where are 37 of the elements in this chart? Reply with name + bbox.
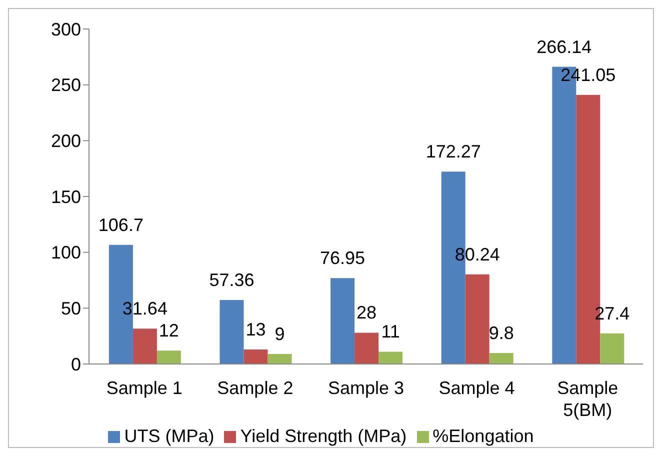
y-tick-label: 50 — [60, 298, 81, 319]
x-tick-label: Sample 4 — [438, 378, 515, 398]
bar — [354, 332, 379, 364]
y-tick-label: 150 — [50, 186, 81, 207]
y-tick-label: 250 — [50, 75, 81, 96]
x-tick-label: Sample 1 — [106, 378, 182, 398]
bar — [600, 333, 624, 364]
y-tick-label: 100 — [50, 242, 81, 263]
bar — [244, 349, 268, 364]
bar — [220, 300, 244, 364]
bar — [489, 353, 514, 364]
x-tick-label: Sample 2 — [217, 378, 294, 398]
bar — [330, 278, 355, 364]
bar — [132, 328, 157, 364]
legend-label: UTS (MPa) — [124, 426, 214, 446]
bar — [465, 274, 490, 364]
y-tick-label: 200 — [50, 131, 81, 152]
y-tick-label: 300 — [50, 19, 81, 40]
x-tick-label: Sample 5(BM) — [557, 378, 618, 420]
data-label: 57.36 — [209, 270, 254, 290]
data-label: 11 — [381, 322, 400, 342]
bar — [156, 350, 181, 364]
legend-label: Yield Strength (MPa) — [240, 426, 407, 446]
legend-label: %Elongation — [432, 426, 534, 446]
data-label: 172.27 — [426, 142, 481, 162]
data-label: 28 — [356, 302, 377, 323]
data-label: 12 — [158, 320, 179, 341]
data-label: 13 — [246, 319, 266, 340]
bar — [378, 352, 403, 364]
data-label: 266.14 — [536, 36, 592, 57]
bar — [268, 354, 292, 364]
data-label: 76.95 — [320, 248, 366, 268]
y-tick-label: 0 — [70, 354, 81, 374]
data-label: 9 — [274, 324, 285, 344]
x-tick-label: Sample 3 — [328, 378, 404, 398]
data-label: 106.7 — [98, 214, 144, 235]
data-label: 9.8 — [488, 323, 514, 344]
